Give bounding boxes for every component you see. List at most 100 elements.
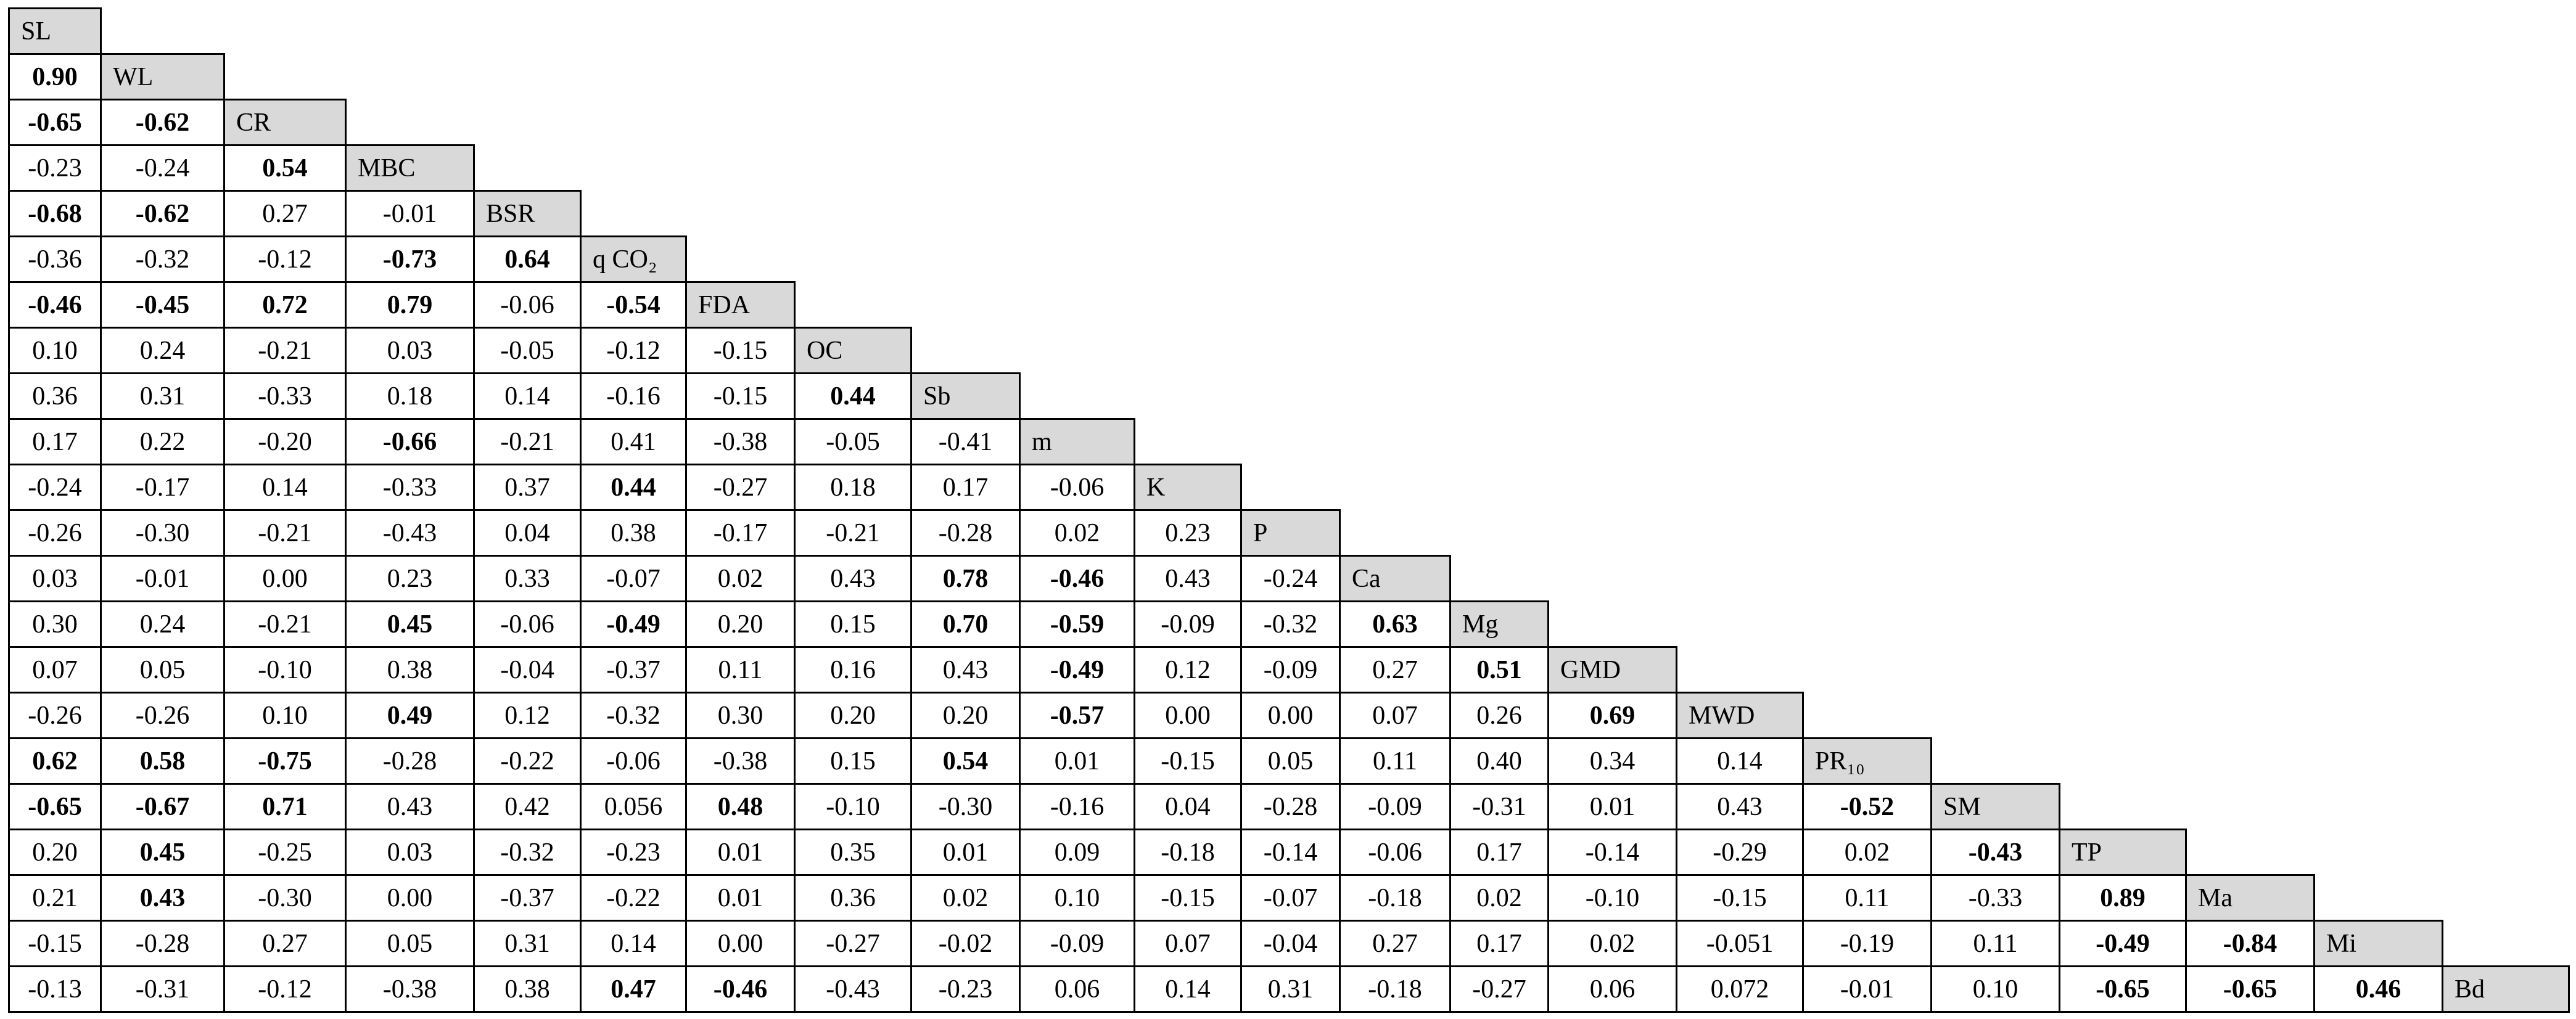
correlation-cell: 0.44 bbox=[794, 372, 912, 420]
correlation-cell: 0.07 bbox=[1134, 920, 1242, 967]
variable-label: CR bbox=[223, 99, 347, 146]
correlation-cell: 0.01 bbox=[910, 829, 1021, 876]
correlation-cell: 0.43 bbox=[1676, 783, 1804, 830]
correlation-cell: 0.072 bbox=[1676, 965, 1804, 1013]
correlation-cell: -0.27 bbox=[685, 464, 796, 511]
correlation-cell: -0.26 bbox=[100, 692, 225, 739]
correlation-cell: 0.38 bbox=[580, 509, 687, 557]
correlation-cell: -0.66 bbox=[345, 418, 475, 465]
correlation-cell: 0.02 bbox=[1449, 874, 1549, 922]
correlation-cell: -0.21 bbox=[223, 327, 347, 374]
correlation-cell: -0.25 bbox=[223, 829, 347, 876]
correlation-cell: -0.65 bbox=[2059, 965, 2187, 1013]
correlation-cell: 0.70 bbox=[910, 600, 1021, 648]
variable-label: m bbox=[1019, 418, 1135, 465]
variable-label: Mg bbox=[1449, 600, 1549, 648]
correlation-cell: 0.64 bbox=[473, 235, 582, 283]
correlation-cell: 0.02 bbox=[1802, 829, 1932, 876]
correlation-cell: 0.20 bbox=[685, 600, 796, 648]
correlation-cell: -0.37 bbox=[580, 646, 687, 694]
correlation-cell: -0.07 bbox=[580, 555, 687, 602]
correlation-cell: 0.14 bbox=[580, 920, 687, 967]
correlation-cell: -0.46 bbox=[8, 281, 102, 329]
correlation-cell: -0.36 bbox=[8, 235, 102, 283]
correlation-cell: 0.00 bbox=[685, 920, 796, 967]
correlation-cell: -0.33 bbox=[1930, 874, 2060, 922]
correlation-cell: -0.17 bbox=[685, 509, 796, 557]
correlation-cell: 0.27 bbox=[1339, 646, 1451, 694]
correlation-cell: 0.05 bbox=[345, 920, 475, 967]
variable-label: Sb bbox=[910, 372, 1021, 420]
correlation-cell: -0.28 bbox=[1240, 783, 1341, 830]
correlation-cell: -0.12 bbox=[223, 965, 347, 1013]
variable-label: PR₁₀ bbox=[1802, 737, 1932, 785]
variable-label: q CO₂ bbox=[580, 235, 687, 283]
correlation-cell: 0.43 bbox=[345, 783, 475, 830]
correlation-cell: 0.43 bbox=[794, 555, 912, 602]
correlation-cell: -0.15 bbox=[1676, 874, 1804, 922]
correlation-cell: 0.45 bbox=[345, 600, 475, 648]
correlation-cell: -0.65 bbox=[8, 99, 102, 146]
correlation-cell: 0.43 bbox=[910, 646, 1021, 694]
correlation-cell: 0.47 bbox=[580, 965, 687, 1013]
correlation-cell: 0.14 bbox=[223, 464, 347, 511]
correlation-cell: -0.05 bbox=[473, 327, 582, 374]
correlation-cell: -0.12 bbox=[580, 327, 687, 374]
correlation-cell: -0.09 bbox=[1240, 646, 1341, 694]
correlation-cell: 0.14 bbox=[1676, 737, 1804, 785]
correlation-cell: 0.10 bbox=[1019, 874, 1135, 922]
correlation-cell: 0.04 bbox=[473, 509, 582, 557]
correlation-cell: -0.18 bbox=[1339, 874, 1451, 922]
correlation-cell: 0.40 bbox=[1449, 737, 1549, 785]
correlation-cell: 0.43 bbox=[1134, 555, 1242, 602]
variable-label: FDA bbox=[685, 281, 796, 329]
correlation-cell: -0.31 bbox=[100, 965, 225, 1013]
correlation-cell: -0.33 bbox=[223, 372, 347, 420]
correlation-cell: -0.21 bbox=[223, 509, 347, 557]
correlation-cell: -0.28 bbox=[345, 737, 475, 785]
correlation-cell: -0.09 bbox=[1134, 600, 1242, 648]
correlation-cell: -0.01 bbox=[345, 190, 475, 237]
correlation-cell: -0.30 bbox=[223, 874, 347, 922]
correlation-cell: -0.10 bbox=[1547, 874, 1677, 922]
correlation-cell: -0.38 bbox=[345, 965, 475, 1013]
variable-label: Ca bbox=[1339, 555, 1451, 602]
correlation-cell: 0.03 bbox=[345, 829, 475, 876]
correlation-cell: 0.15 bbox=[794, 600, 912, 648]
correlation-cell: 0.10 bbox=[8, 327, 102, 374]
correlation-cell: -0.14 bbox=[1240, 829, 1341, 876]
correlation-cell: 0.46 bbox=[2313, 965, 2443, 1013]
correlation-cell: -0.06 bbox=[580, 737, 687, 785]
correlation-cell: 0.58 bbox=[100, 737, 225, 785]
correlation-cell: -0.67 bbox=[100, 783, 225, 830]
correlation-cell: 0.31 bbox=[473, 920, 582, 967]
variable-label: BSR bbox=[473, 190, 582, 237]
correlation-cell: -0.29 bbox=[1676, 829, 1804, 876]
correlation-cell: 0.36 bbox=[794, 874, 912, 922]
correlation-cell: -0.21 bbox=[473, 418, 582, 465]
correlation-cell: 0.43 bbox=[100, 874, 225, 922]
correlation-cell: -0.68 bbox=[8, 190, 102, 237]
correlation-cell: -0.05 bbox=[794, 418, 912, 465]
correlation-cell: 0.12 bbox=[1134, 646, 1242, 694]
correlation-cell: 0.17 bbox=[910, 464, 1021, 511]
correlation-cell: -0.051 bbox=[1676, 920, 1804, 967]
variable-label: SM bbox=[1930, 783, 2060, 830]
correlation-cell: -0.09 bbox=[1339, 783, 1451, 830]
correlation-cell: 0.12 bbox=[473, 692, 582, 739]
correlation-cell: -0.10 bbox=[223, 646, 347, 694]
correlation-cell: -0.21 bbox=[223, 600, 347, 648]
correlation-cell: -0.04 bbox=[473, 646, 582, 694]
correlation-cell: -0.33 bbox=[345, 464, 475, 511]
correlation-cell: -0.16 bbox=[1019, 783, 1135, 830]
correlation-cell: 0.00 bbox=[345, 874, 475, 922]
correlation-cell: 0.78 bbox=[910, 555, 1021, 602]
correlation-cell: -0.04 bbox=[1240, 920, 1341, 967]
correlation-cell: -0.65 bbox=[8, 783, 102, 830]
correlation-cell: 0.27 bbox=[223, 190, 347, 237]
correlation-cell: -0.23 bbox=[8, 144, 102, 192]
correlation-cell: 0.18 bbox=[794, 464, 912, 511]
correlation-cell: -0.24 bbox=[8, 464, 102, 511]
correlation-cell: 0.01 bbox=[685, 874, 796, 922]
correlation-cell: -0.38 bbox=[685, 418, 796, 465]
